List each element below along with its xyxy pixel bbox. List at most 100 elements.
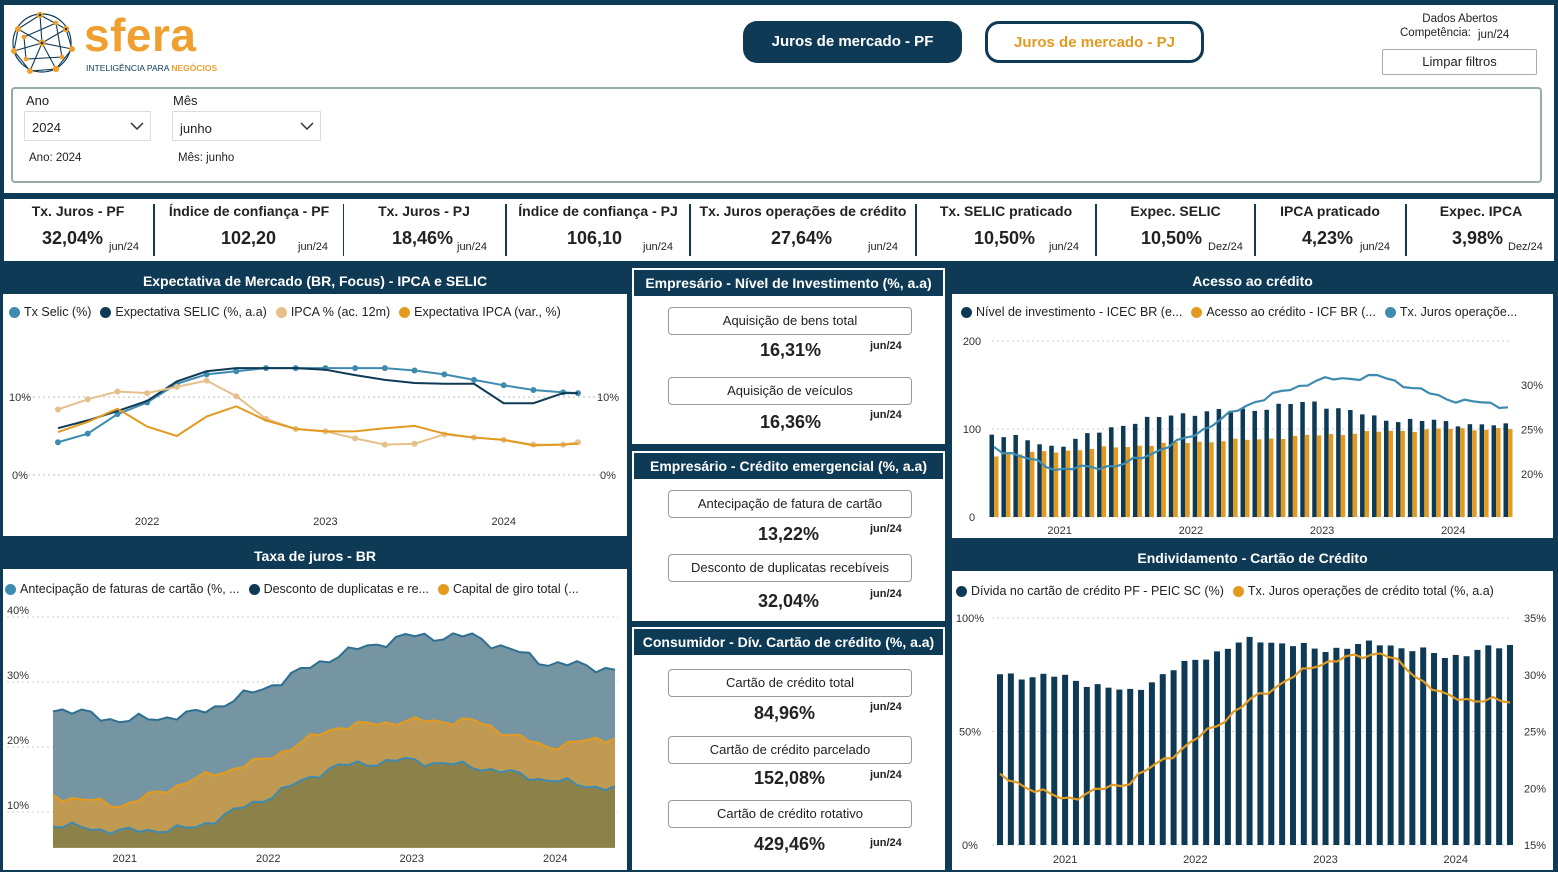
cartao-rotativo-card[interactable]: Cartão de crédito rotativo [668,800,912,828]
bar-divida[interactable] [1127,688,1134,845]
bar-icec[interactable] [1407,418,1413,517]
legend-item[interactable]: Tx. Juros operações de crédito total (%,… [1232,584,1494,598]
clear-filters-button[interactable]: Limpar filtros [1382,49,1537,75]
bar-icec[interactable] [1443,421,1449,517]
bar-icf[interactable] [1197,441,1202,517]
bar-icf[interactable] [1508,428,1513,517]
bar-icec[interactable] [1097,432,1102,517]
data-point[interactable] [114,411,121,418]
bar-icec[interactable] [1156,417,1162,517]
data-point[interactable] [500,382,507,389]
bar-divida[interactable] [1279,643,1286,845]
bar-icec[interactable] [1479,424,1485,517]
bar-icf[interactable] [1412,431,1417,517]
legend-item[interactable]: Tx Selic (%) [9,305,91,319]
bar-divida[interactable] [1062,674,1069,845]
bar-icec[interactable] [1503,423,1509,517]
data-point[interactable] [55,406,61,413]
bar-icf[interactable] [994,456,999,517]
bar-icf[interactable] [1245,439,1250,517]
legend-item[interactable]: Acesso ao crédito - ICF BR (... [1191,305,1376,319]
bar-divida[interactable] [1376,645,1383,845]
bar-icec[interactable] [1336,408,1341,517]
bar-icec[interactable] [1216,409,1222,517]
bar-icec[interactable] [1025,440,1030,517]
data-point[interactable] [381,365,388,372]
bar-divida[interactable] [1333,647,1340,845]
bar-icec[interactable] [1180,413,1186,517]
bar-icec[interactable] [1360,414,1365,517]
bar-icec[interactable] [1324,408,1329,517]
bar-icf[interactable] [1256,439,1262,517]
bar-icec[interactable] [1252,410,1257,517]
bar-icf[interactable] [1400,430,1405,517]
data-point[interactable] [173,383,180,390]
bar-icf[interactable] [1472,430,1477,517]
bar-icf[interactable] [1233,438,1238,517]
month-select[interactable]: junho [172,111,321,141]
bar-icec[interactable] [1001,437,1006,517]
bar-icf[interactable] [1364,431,1370,517]
legend-item[interactable]: IPCA % (ac. 12m) [275,305,390,319]
bar-icf[interactable] [1436,428,1441,517]
bar-divida[interactable] [997,674,1003,845]
bar-divida[interactable] [1268,642,1275,845]
bar-divida[interactable] [1431,653,1438,845]
cartao-parcelado-card[interactable]: Cartão de crédito parcelado [668,736,912,764]
data-point[interactable] [55,439,61,446]
bar-icec[interactable] [1348,410,1353,517]
bar-icf[interactable] [1424,429,1429,517]
bar-icec[interactable] [1085,433,1090,517]
bar-icf[interactable] [1017,454,1023,517]
bar-divida[interactable] [1452,654,1459,845]
bar-icec[interactable] [1192,415,1198,517]
bar-icf[interactable] [1352,433,1358,517]
bar-icf[interactable] [1125,447,1130,517]
bar-divida[interactable] [1463,656,1470,845]
legend-item[interactable]: Tx. Juros operaçõe... [1384,305,1517,319]
data-point[interactable] [233,368,240,375]
data-point[interactable] [471,376,477,383]
bar-divida[interactable] [1192,659,1199,845]
bar-divida[interactable] [1235,642,1242,845]
bar-icf[interactable] [1185,443,1190,517]
bar-icec[interactable] [1419,420,1425,517]
bar-icec[interactable] [1288,404,1293,517]
bar-icf[interactable] [1388,430,1393,517]
bar-icf[interactable] [1053,452,1059,517]
data-point[interactable] [84,396,91,403]
bar-divida[interactable] [1344,648,1351,845]
bar-icf[interactable] [1292,435,1298,517]
bar-divida[interactable] [1051,676,1058,845]
desconto-duplicatas-card[interactable]: Desconto de duplicatas recebíveis [668,554,912,582]
bar-divida[interactable] [1083,686,1090,845]
bar-divida[interactable] [1365,640,1372,845]
bar-icec[interactable] [1168,415,1174,517]
bar-icec[interactable] [1109,427,1114,517]
bar-divida[interactable] [1355,643,1362,845]
bar-icec[interactable] [1264,409,1269,517]
bar-divida[interactable] [1105,687,1112,845]
bar-icec[interactable] [1491,425,1497,517]
bar-divida[interactable] [1018,679,1025,845]
bar-icec[interactable] [1204,411,1210,517]
bar-icf[interactable] [1460,428,1465,517]
bar-icec[interactable] [1455,426,1461,517]
bar-icf[interactable] [1376,431,1382,517]
bar-icf[interactable] [1448,428,1453,517]
bar-divida[interactable] [1007,673,1014,845]
bar-divida[interactable] [1029,677,1036,845]
bar-icf[interactable] [1089,449,1095,517]
bar-icf[interactable] [1173,442,1178,517]
bar-divida[interactable] [1398,648,1405,845]
bar-icec[interactable] [1073,438,1078,517]
bar-divida[interactable] [1387,645,1394,845]
bar-icec[interactable] [1120,425,1126,517]
bar-divida[interactable] [1072,680,1079,845]
bar-icec[interactable] [1372,415,1377,517]
bar-icf[interactable] [1077,450,1083,517]
bar-divida[interactable] [1257,642,1264,845]
bar-icec[interactable] [1276,403,1281,517]
bar-divida[interactable] [1040,673,1047,845]
bar-divida[interactable] [1214,651,1221,845]
